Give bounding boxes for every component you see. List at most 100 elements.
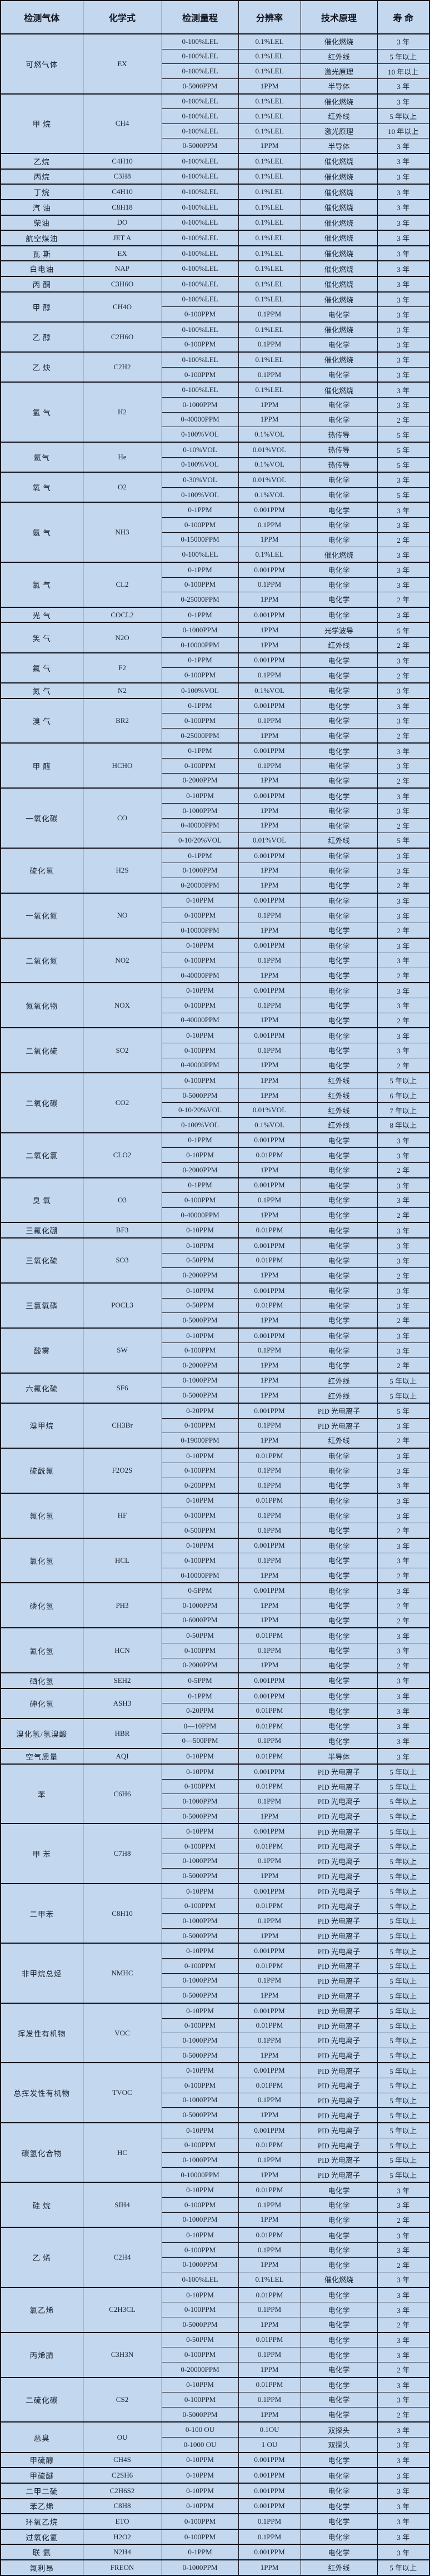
gas-name-cell: 光 气: [0, 606, 83, 623]
formula-cell: O2: [82, 472, 162, 503]
principle-cell: 电化学: [300, 1537, 378, 1554]
principle-cell: 电化学: [300, 561, 378, 578]
formula-cell: F2: [82, 652, 162, 683]
range-cell: 0-1000PPM: [161, 1372, 239, 1389]
range-cell: 0-5PPM: [161, 1582, 239, 1599]
resolution-cell: 1PPM: [238, 592, 301, 608]
lifespan-cell: 5 年以上: [377, 2122, 430, 2138]
formula-cell: CLO2: [82, 1132, 162, 1178]
range-cell: 0-10PPM: [161, 2498, 239, 2514]
resolution-cell: 0.01PPM: [238, 1222, 301, 1239]
range-cell: 0-5000PPM: [161, 1312, 239, 1329]
gas-name-cell: 硅 烷: [0, 2182, 83, 2228]
formula-cell: C2SH6: [82, 2467, 162, 2484]
principle-cell: 电化学: [300, 727, 378, 744]
table-row: 0-5000PPM 1PPM PID 光电离子 5 年以上: [1, 2107, 430, 2123]
resolution-cell: 0.1PPM: [238, 1192, 301, 1208]
principle-cell: 催化燃烧: [300, 276, 378, 293]
resolution-cell: 0.01PPM: [238, 1252, 301, 1269]
table-row: 氟利昂 FREON 0-1000PPM 1PPM 红外线 5 年以上: [0, 2559, 430, 2576]
range-cell: 0-10PPM: [161, 1327, 239, 1344]
range-cell: 0-5000PPM: [161, 2316, 239, 2333]
resolution-cell: 1PPM: [238, 922, 301, 939]
table-row: 硅 烷 SIH4 0-10PPM 0.01PPM 电化学 3 年: [0, 2182, 430, 2228]
lifespan-cell: 5 年以上: [377, 2137, 430, 2153]
principle-cell: 电化学: [300, 2376, 378, 2393]
formula-cell: CL2: [82, 561, 162, 608]
lifespan-cell: 3 年: [377, 1687, 430, 1704]
range-cell: 0-5000PPM: [161, 2047, 239, 2063]
table-row: 总挥发性有机物 TVOC 0-10PPM 0.001PPM PID 光电离子 5 年以上: [0, 2062, 430, 2123]
lifespan-cell: 3 年: [377, 2392, 430, 2407]
range-cell: 0-10%VOL: [161, 441, 239, 458]
resolution-cell: 0.01PPM: [238, 2376, 301, 2393]
gas-name-cell: 二氧化氮: [0, 937, 83, 983]
resolution-cell: 0.1%VOL: [238, 1117, 301, 1133]
range-cell: 0-1PPM: [161, 847, 239, 864]
principle-cell: PID 光电离子: [300, 2122, 378, 2138]
formula-cell: VOC: [82, 2002, 162, 2063]
lifespan-cell: 3 年: [377, 276, 430, 293]
table-row: 砷化氢 ASH3 0-1PPM 0.001PPM 电化学 3 年: [0, 1687, 430, 1719]
formula-cell: H2O2: [82, 2528, 162, 2545]
table-row: 乙 烯 C2H4 0-10PPM 0.01PPM 电化学 3 年: [0, 2227, 430, 2288]
lifespan-cell: 3 年: [377, 2451, 430, 2468]
principle-cell: 电化学: [300, 1357, 378, 1374]
table-row: 挥发性有机物 VOC 0-10PPM 0.001PPM PID 光电离子 5 年以上: [0, 2002, 430, 2063]
gas-name-cell: 甲硫醇: [0, 2451, 83, 2468]
range-cell: 0-100%LEL: [161, 153, 239, 170]
table-row: 0-100PPM 0.1PPM 电化学 3 年: [1, 336, 430, 353]
resolution-cell: 0.001PPM: [238, 1883, 301, 1899]
resolution-cell: 1PPM: [238, 863, 301, 878]
table-row: 丙 酮 C3H6O 0-100%LEL 0.1%LEL 催化燃烧 3 年: [0, 276, 430, 293]
resolution-cell: 1PPM: [238, 1388, 301, 1404]
table-row: 0-100%LEL 0.1%LEL 红外线 5 年以上: [1, 48, 430, 65]
range-cell: 0-100%LEL: [161, 230, 239, 246]
lifespan-cell: 5 年: [377, 427, 430, 443]
principle-cell: 电化学: [300, 1447, 378, 1464]
gas-name-cell: 氦气: [0, 441, 83, 473]
principle-cell: 电化学: [300, 863, 378, 878]
principle-cell: PID 光电离子: [300, 1823, 378, 1840]
principle-cell: PID 光电离子: [300, 1853, 378, 1869]
lifespan-cell: 3 年: [377, 2197, 430, 2213]
gas-name-cell: 甲 苯: [0, 1823, 83, 1884]
resolution-cell: 0.1PPM: [238, 908, 301, 923]
lifespan-cell: 3 年: [377, 1717, 430, 1734]
range-cell: 0-100%LEL: [161, 321, 239, 338]
lifespan-cell: 3 年: [377, 1237, 430, 1254]
principle-cell: 催化燃烧: [300, 351, 378, 368]
resolution-cell: 1PPM: [238, 1267, 301, 1284]
formula-cell: NMHC: [82, 1943, 162, 2004]
formula-cell: H2: [82, 382, 162, 443]
resolution-cell: 0.1PPM: [238, 1553, 301, 1568]
lifespan-cell: 2 年: [377, 922, 430, 939]
column-header-gas: 检测气体: [0, 0, 83, 34]
lifespan-cell: 2 年: [377, 1522, 430, 1539]
range-cell: 0-100PPM: [161, 908, 239, 923]
principle-cell: 电化学: [300, 877, 378, 894]
resolution-cell: 0.1PPM: [238, 2197, 301, 2213]
formula-cell: HC: [82, 2122, 162, 2183]
gas-name-cell: 氮氧化物: [0, 982, 83, 1028]
principle-cell: PID 光电离子: [300, 1973, 378, 1989]
gas-name-cell: 氟 气: [0, 652, 83, 683]
table-row: 碳氢化合物 HC 0-10PPM 0.001PPM PID 光电离子 5 年以上: [0, 2122, 430, 2183]
range-cell: 0-10PPM: [161, 1447, 239, 1464]
principle-cell: PID 光电离子: [300, 2092, 378, 2108]
resolution-cell: 0.1PPM: [238, 1522, 301, 1539]
range-cell: 0-100PPM: [161, 1779, 239, 1795]
table-row: 0-100PPM 0.01PPM PID 光电离子 5 年以上: [1, 1898, 430, 1914]
lifespan-cell: 2 年: [377, 1162, 430, 1178]
lifespan-cell: 3 年: [377, 802, 430, 819]
table-row: 0-1000PPM 1PPM 电化学 3 年: [1, 863, 430, 878]
resolution-cell: 0.1%LEL: [238, 2272, 301, 2288]
range-cell: 0-100PPM: [161, 336, 239, 353]
lifespan-cell: 3 年: [377, 472, 430, 488]
principle-cell: 电化学: [300, 1703, 378, 1719]
resolution-cell: 0.1PPM: [238, 713, 301, 729]
lifespan-cell: 2 年: [377, 2316, 430, 2333]
table-row: 0-100PPM 0.01PPM PID 光电离子 5 年以上: [1, 1839, 430, 1854]
principle-cell: 电化学: [300, 667, 378, 683]
lifespan-cell: 3 年: [377, 306, 430, 323]
